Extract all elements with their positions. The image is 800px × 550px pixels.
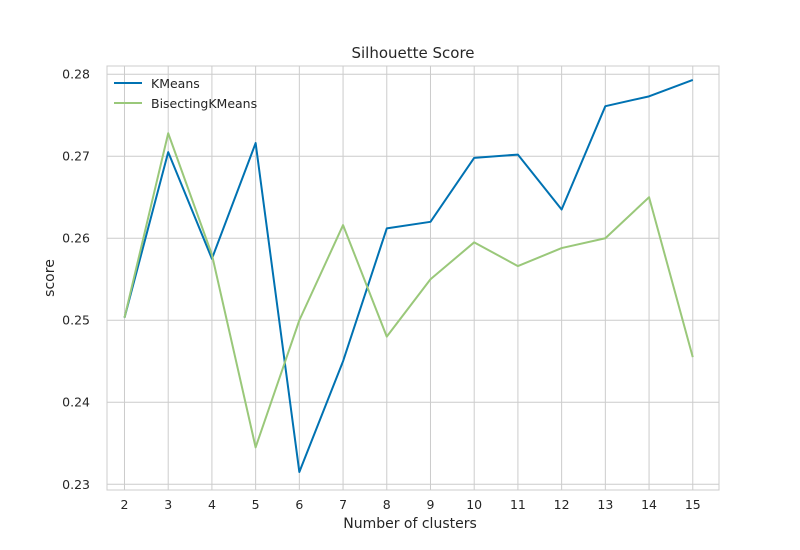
- x-tick-label: 7: [339, 497, 347, 512]
- x-tick-label: 11: [510, 497, 526, 512]
- x-tick-labels: 2 3 4 5 6 7 8 9 10 11 12 13 14 15: [121, 497, 701, 512]
- x-tick-label: 14: [641, 497, 657, 512]
- x-tick-label: 3: [164, 497, 172, 512]
- y-tick-label: 0.26: [62, 231, 90, 246]
- series-line-bisectingkmeans: [123, 132, 694, 449]
- y-tick-label: 0.25: [62, 313, 90, 328]
- series-line-kmeans: [123, 79, 694, 473]
- x-tick-label: 2: [121, 497, 129, 512]
- legend-label-kmeans: KMeans: [151, 76, 200, 91]
- x-tick-label: 9: [427, 497, 435, 512]
- legend: KMeans BisectingKMeans: [114, 76, 257, 111]
- y-tick-label: 0.28: [62, 67, 90, 82]
- x-tick-label: 8: [383, 497, 391, 512]
- plot-frame: [106, 65, 720, 491]
- x-tick-label: 6: [295, 497, 303, 512]
- x-axis-label: Number of clusters: [343, 516, 477, 532]
- y-tick-label: 0.27: [62, 149, 90, 164]
- x-tick-label: 13: [597, 497, 613, 512]
- x-tick-label: 5: [252, 497, 260, 512]
- x-tick-label: 10: [466, 497, 482, 512]
- grid: [107, 66, 719, 490]
- y-tick-label: 0.23: [62, 477, 90, 492]
- y-tick-label: 0.24: [62, 395, 90, 410]
- legend-label-bisectingkmeans: BisectingKMeans: [151, 96, 257, 111]
- series-lines: [123, 79, 694, 473]
- x-tick-label: 15: [685, 497, 701, 512]
- y-tick-labels: 0.23 0.24 0.25 0.26 0.27 0.28: [62, 67, 90, 492]
- chart-title: Silhouette Score: [351, 44, 474, 62]
- x-tick-label: 4: [208, 497, 216, 512]
- y-axis-label: score: [42, 259, 58, 297]
- x-tick-label: 12: [554, 497, 570, 512]
